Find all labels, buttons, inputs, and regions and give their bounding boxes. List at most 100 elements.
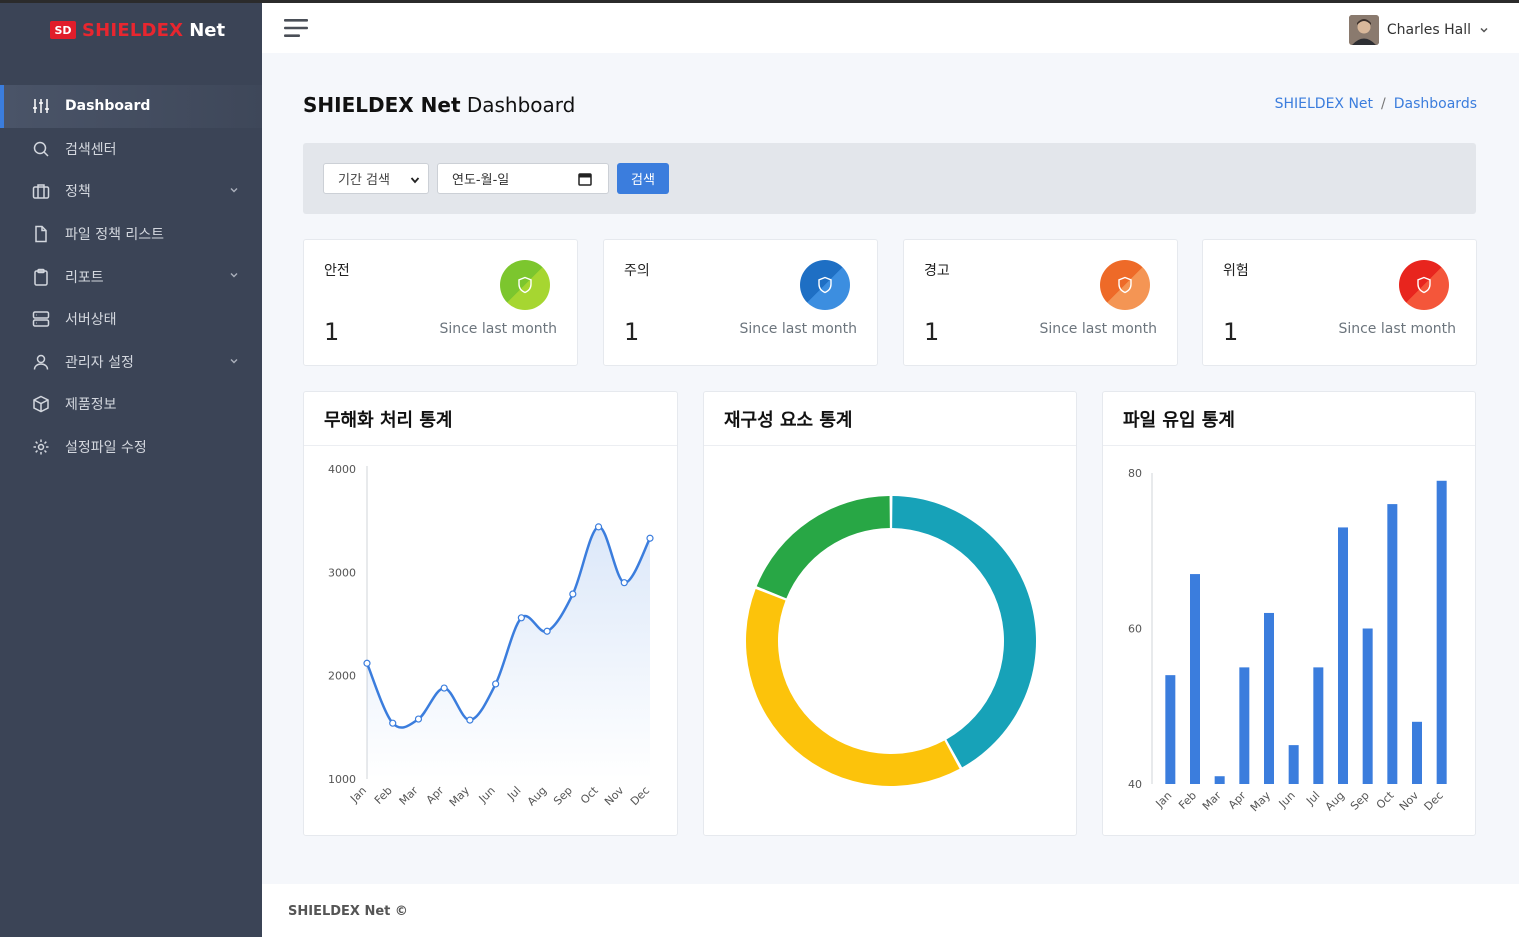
breadcrumb-home[interactable]: SHIELDEX Net	[1274, 96, 1374, 112]
file-icon	[32, 225, 50, 243]
bar	[1288, 745, 1299, 784]
sidebar-item-5[interactable]: 리포트	[0, 255, 262, 298]
brand-logo[interactable]: SD SHIELDEX Net	[50, 18, 225, 42]
bar	[1313, 667, 1324, 784]
sidebar-item-9[interactable]: 설정파일 수정	[0, 426, 262, 469]
bar	[1387, 504, 1398, 784]
sidebar-item-7[interactable]: 관리자 설정	[0, 341, 262, 384]
filter-bar: 기간 검색 연도-월-일 검색	[303, 143, 1476, 214]
bar	[1362, 628, 1373, 784]
sidebar-item-label: 파일 정책 리스트	[65, 227, 165, 244]
line-point	[492, 680, 500, 688]
x-tick-label: Dec	[628, 784, 652, 808]
x-tick-label: Feb	[1176, 789, 1199, 812]
x-tick-label: Jul	[504, 784, 523, 803]
panel-title: 무해화 처리 통계	[304, 392, 677, 446]
page-title-bold: SHIELDEX Net	[303, 93, 461, 117]
breadcrumb-current[interactable]: Dashboards	[1393, 96, 1477, 112]
brand-logo-mark: SD	[50, 21, 76, 39]
shield-icon	[1100, 260, 1150, 310]
y-tick-label: 1000	[328, 773, 356, 786]
sidebar-item-label: 설정파일 수정	[65, 440, 147, 457]
window-top-border	[0, 0, 1519, 3]
user-menu[interactable]: Charles Hall	[1348, 15, 1489, 45]
date-input[interactable]: 연도-월-일	[437, 163, 609, 194]
x-tick-label: Dec	[1422, 789, 1446, 813]
x-tick-label: Sep	[551, 784, 575, 808]
period-select-value: 기간 검색	[338, 173, 390, 188]
line-point	[569, 590, 577, 598]
line-point	[414, 715, 423, 723]
bar	[1412, 721, 1422, 784]
breadcrumb: SHIELDEX Net / Dashboards	[1275, 96, 1477, 112]
donut-slice	[892, 496, 1036, 768]
stat-card-value: 1	[924, 318, 940, 346]
y-tick-label: 4000	[328, 463, 356, 476]
search-button[interactable]: 검색	[617, 163, 669, 194]
stat-card-value: 1	[1223, 318, 1239, 346]
sanitize-stats-panel: 무해화 처리 통계 1000 2000 3000 4000 Jan Feb Mar Apr Ma…	[303, 391, 678, 836]
x-tick-label: Feb	[372, 784, 395, 807]
line-point	[389, 719, 397, 727]
x-tick-label: Nov	[1397, 789, 1422, 814]
period-select[interactable]: 기간 검색	[323, 163, 429, 194]
bar	[1264, 612, 1274, 784]
page-title-rest: Dashboard	[466, 93, 576, 117]
file-inflow-stats-panel: 파일 유입 통계 40 60 80 Jan Feb Mar Apr May Jun Jul Aug S…	[1102, 391, 1476, 836]
donut-slice	[746, 588, 960, 786]
sidebar-item-1[interactable]: Dashboard	[0, 85, 262, 128]
hamburger-menu-icon[interactable]	[284, 18, 308, 38]
line-point	[646, 534, 654, 542]
sidebar-item-2[interactable]: 검색센터	[0, 128, 262, 171]
line-area	[367, 526, 650, 779]
y-tick-label: 40	[1128, 778, 1142, 791]
bar	[1436, 480, 1447, 784]
brand-name-red: SHIELDEX	[82, 19, 184, 41]
x-tick-label: Apr	[1226, 789, 1249, 812]
stat-card-label: 안전	[324, 263, 350, 279]
x-tick-label: Jan	[347, 784, 369, 806]
shield-icon	[1399, 260, 1449, 310]
stat-card-label: 주의	[624, 263, 650, 279]
chevron-down-icon	[410, 177, 420, 184]
x-tick-label: Sep	[1348, 789, 1372, 813]
x-tick-label: Jun	[1276, 789, 1298, 811]
page-title: SHIELDEX Net Dashboard	[303, 93, 575, 117]
x-tick-label: May	[447, 784, 473, 810]
date-input-placeholder: 연도-월-일	[452, 173, 510, 188]
sidebar-item-3[interactable]: 정책	[0, 170, 262, 213]
sliders-icon	[32, 97, 50, 115]
line-chart: 1000 2000 3000 4000 Jan Feb Mar Apr May Jun Jul Aug…	[328, 463, 654, 810]
stat-card-since: Since last month	[439, 321, 557, 337]
sidebar-item-4[interactable]: 파일 정책 리스트	[0, 213, 262, 256]
stat-card-label: 위험	[1223, 263, 1249, 279]
chevron-down-icon	[228, 269, 240, 281]
x-tick-label: Jun	[476, 784, 498, 806]
sidebar-item-label: Dashboard	[65, 98, 151, 115]
sidebar-item-6[interactable]: 서버상태	[0, 298, 262, 341]
stat-card-since: Since last month	[739, 321, 857, 337]
chevron-down-icon	[1480, 27, 1488, 33]
sidebar-item-label: 서버상태	[65, 312, 117, 329]
x-tick-label: Aug	[525, 784, 549, 808]
line-point	[440, 684, 448, 692]
x-tick-label: Oct	[1374, 788, 1397, 811]
shield-icon	[800, 260, 850, 310]
y-tick-label: 2000	[328, 670, 356, 683]
line-point	[363, 659, 371, 667]
y-tick-label: 3000	[328, 566, 356, 579]
clipboard-icon	[32, 268, 50, 286]
calendar-icon[interactable]	[578, 172, 592, 186]
sidebar-item-label: 검색센터	[65, 141, 117, 158]
x-tick-label: Apr	[424, 784, 447, 807]
footer: SHIELDEX Net ©	[262, 884, 1519, 937]
stat-card-since: Since last month	[1338, 321, 1456, 337]
box-icon	[32, 395, 50, 413]
x-tick-label: Mar	[397, 784, 421, 808]
user-icon	[32, 353, 50, 371]
x-tick-label: May	[1248, 789, 1274, 815]
sidebar-item-8[interactable]: 제품정보	[0, 383, 262, 426]
briefcase-icon	[32, 182, 50, 200]
x-tick-label: Aug	[1323, 789, 1347, 813]
x-tick-label: Nov	[602, 784, 627, 809]
